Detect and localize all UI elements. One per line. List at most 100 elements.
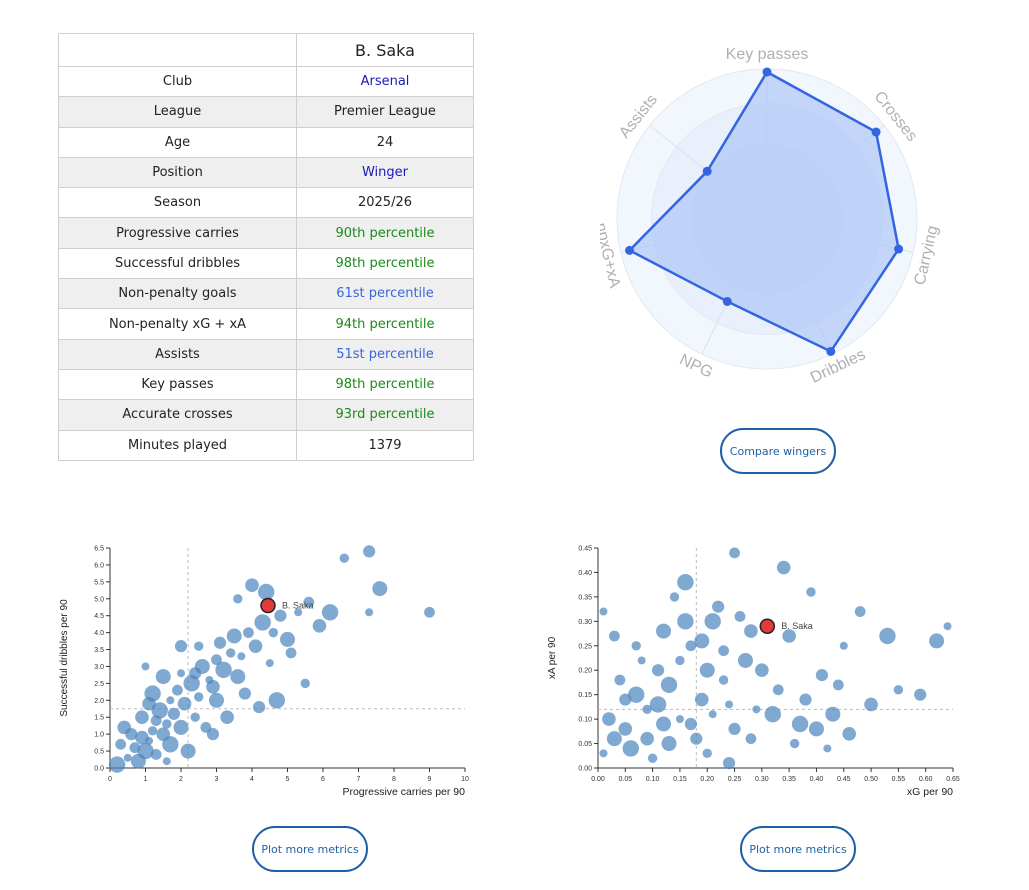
table-row: Season 2025/26	[58, 187, 474, 219]
row-label: Key passes	[58, 368, 297, 401]
table-row: Non-penalty xG + xA 94th percentile	[58, 308, 474, 340]
scatter-point	[162, 736, 179, 753]
scatter-point	[806, 587, 816, 597]
scatter-chart-xg-xa: 0.00 0.05 0.10 0.15 0.20 0.25 0.30 0.35 0.40 0.45…	[547, 546, 960, 799]
scatter-point	[799, 693, 812, 706]
scatter-point	[669, 592, 680, 602]
scatter-point	[220, 710, 234, 725]
row-label: Accurate crosses	[58, 399, 297, 431]
x-tick-label: 0.25	[728, 776, 742, 783]
scatter-point	[253, 700, 266, 714]
scatter-point	[718, 675, 729, 685]
plot-more-metrics-button-right[interactable]: Plot more metrics	[740, 826, 856, 872]
x-tick-label: 0.00	[591, 776, 605, 783]
radar-chart: Key passesCrossesCarryingDribblesNPGnpxG…	[600, 46, 942, 387]
x-tick-label: 0.15	[673, 776, 687, 783]
scatter-point	[614, 674, 626, 686]
y-tick-label: 2.5	[94, 681, 104, 688]
scatter-point	[215, 661, 232, 679]
scatter-point	[744, 624, 758, 638]
scatter-point	[893, 685, 904, 695]
y-tick-label: 2.0	[94, 698, 104, 705]
table-row: Key passes 98th percentile	[58, 368, 474, 401]
scatter-point	[839, 641, 848, 650]
row-label: Age	[58, 126, 297, 158]
scatter-point	[274, 609, 287, 622]
scatter-point	[708, 710, 717, 719]
highlight-point	[759, 618, 776, 634]
y-tick-label: 6.5	[94, 546, 104, 553]
x-tick-label: 10	[461, 776, 469, 783]
row-value: 98th percentile	[296, 247, 474, 280]
y-tick-label: 0.00	[578, 766, 592, 773]
scatter-point	[174, 640, 188, 653]
table-header-blank	[58, 33, 297, 67]
scatter-point	[130, 753, 146, 769]
scatter-point	[854, 606, 866, 617]
y-axis-label: Successful dribbles per 90	[59, 599, 70, 717]
radar-point	[722, 296, 732, 306]
plot-more-metrics-button-left[interactable]: Plot more metrics	[252, 826, 368, 872]
scatter-point	[155, 669, 171, 685]
scatter-point	[647, 753, 658, 763]
compare-wingers-button[interactable]: Compare wingers	[720, 428, 836, 474]
scatter-point	[213, 636, 227, 649]
scatter-point	[172, 684, 183, 696]
scatter-point	[914, 688, 927, 701]
scatter-point	[631, 641, 641, 651]
scatter-point	[808, 721, 824, 737]
scatter-point	[339, 553, 349, 563]
scatter-chart-carries-dribbles: 0 1 2 3 4 5 6 7 8 9 10 0.0 0.5 1.0 1.5 2.0 2.5 3.0 3.5 4.0 4…	[59, 545, 469, 798]
y-tick-label: 1.0	[94, 732, 104, 739]
scatter-point	[725, 700, 734, 709]
scatter-point	[699, 662, 715, 678]
row-label: Season	[58, 187, 297, 219]
row-value: 61st percentile	[296, 278, 474, 310]
row-value: 90th percentile	[296, 217, 474, 249]
y-tick-label: 0.0	[94, 766, 104, 773]
scatter-point	[166, 696, 175, 705]
row-label: Position	[58, 156, 297, 189]
scatter-point	[637, 656, 646, 665]
scatter-point	[677, 574, 694, 591]
scatter-point	[237, 652, 246, 661]
scatter-point	[619, 693, 632, 706]
y-tick-label: 0.40	[578, 570, 592, 577]
scatter-point	[684, 717, 697, 731]
scatter-point	[167, 707, 180, 720]
scatter-point	[258, 583, 275, 601]
table-row: Assists 51st percentile	[58, 338, 474, 370]
scatter-point	[677, 613, 694, 630]
scatter-point	[618, 722, 633, 736]
radar-point	[625, 245, 635, 255]
player-stats-table: B. Saka Club Arsenal League Premier League A…	[58, 33, 474, 461]
scatter-point	[142, 696, 156, 711]
radar-point	[826, 346, 836, 356]
scatter-point	[702, 748, 712, 759]
y-tick-label: 0.35	[578, 594, 592, 601]
scatter-point	[115, 738, 127, 750]
scatter-point	[194, 641, 204, 651]
scatter-point	[728, 722, 741, 735]
scatter-point	[209, 692, 224, 708]
scatter-point	[226, 648, 236, 658]
row-value: Premier League	[296, 96, 474, 128]
scatter-point	[173, 719, 189, 735]
y-tick-label: 0.45	[578, 546, 592, 553]
y-axis-label: xA per 90	[547, 636, 558, 679]
scatter-point	[280, 631, 295, 647]
row-value: 93rd percentile	[296, 399, 474, 431]
row-value: 2025/26	[296, 187, 474, 219]
scatter-point	[694, 633, 710, 649]
scatter-point	[150, 749, 162, 760]
scatter-point	[194, 658, 210, 674]
scatter-point	[254, 614, 271, 631]
scatter-point	[206, 728, 220, 741]
scatter-point	[764, 706, 781, 723]
y-tick-label: 4.5	[94, 613, 104, 620]
scatter-point	[135, 710, 149, 725]
row-value: 98th percentile	[296, 368, 474, 401]
highlight-label: B. Saka	[282, 601, 314, 611]
scatter-point	[752, 705, 761, 714]
scatter-point	[599, 607, 608, 616]
